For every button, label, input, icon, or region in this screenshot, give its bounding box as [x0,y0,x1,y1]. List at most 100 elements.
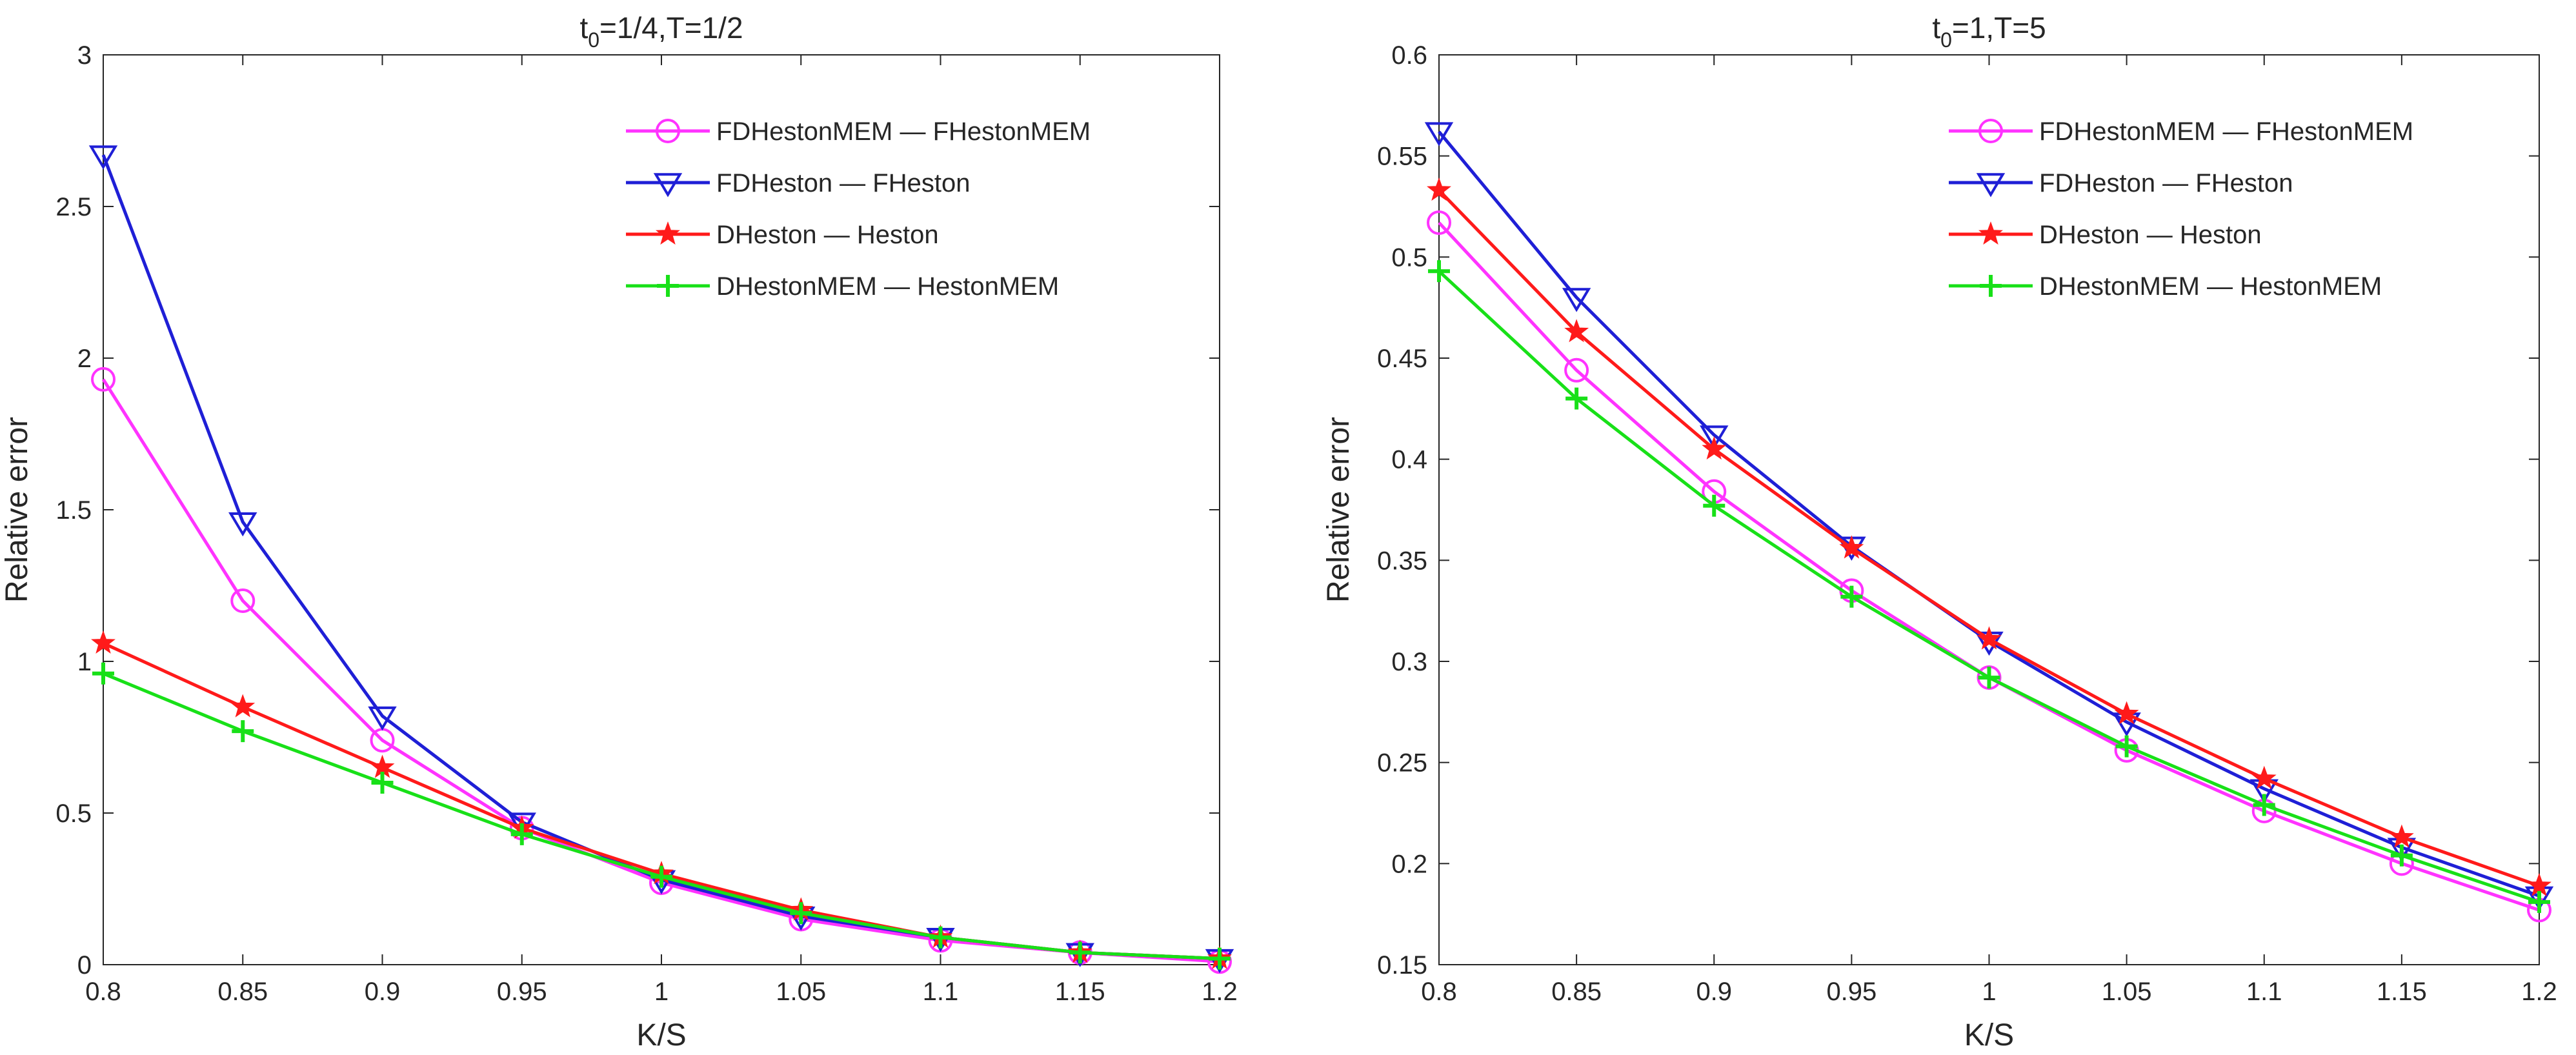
series-4 [92,662,1231,970]
x-tick-label: 0.8 [85,978,121,1006]
data-point [1564,357,1589,383]
data-point [230,588,256,613]
chart-title-base: t [1932,11,1940,45]
legend-item: DHestonMEM — HestonMEM [1949,272,2382,301]
data-point [1069,941,1091,964]
data-point [371,772,394,794]
x-tick-label: 1.2 [1202,978,1238,1006]
legend-marker [656,221,680,245]
x-tick-label: 1.15 [2377,978,2427,1006]
series-3 [1427,177,2551,896]
data-point [2114,701,2139,725]
x-tick-label: 1.1 [923,978,959,1006]
legend-item: DHeston — Heston [626,221,939,249]
legend-label: DHeston — Heston [716,221,939,249]
data-point [1977,626,2002,650]
legend: FDHestonMEM — FHestonMEM FDHeston — FHest… [619,99,1194,342]
legend-marker [656,119,680,143]
data-point [230,694,256,718]
data-point [650,865,672,888]
legend-box [1942,99,2521,342]
data-point [232,720,254,743]
y-tick-label: 0.5 [55,799,92,828]
x-tick-label: 1.1 [2246,978,2282,1006]
data-point [1562,288,1591,312]
data-point [790,902,812,925]
x-axis-label: K/S [1964,1018,2014,1052]
data-point [1840,585,1863,608]
x-tick-label: 0.8 [1421,978,1457,1006]
y-tick-label: 1 [77,648,92,676]
data-point [1702,436,1727,460]
x-tick-label: 0.95 [1826,978,1877,1006]
x-tick-label: 0.85 [217,978,268,1006]
x-tick-label: 1.05 [776,978,826,1006]
legend-item: FDHeston — FHeston [626,169,970,197]
data-point [1839,535,1864,559]
x-tick-label: 1.2 [2521,978,2557,1006]
data-point [92,662,114,685]
legend-label: DHestonMEM — HestonMEM [716,272,1059,301]
x-axis-label: K/S [636,1018,686,1052]
legend-marker [1980,275,2002,297]
legend-marker [657,275,679,297]
data-point [228,512,257,537]
legend-item: DHeston — Heston [1949,221,2262,249]
legend-marker [1978,119,2003,143]
legend-label: DHestonMEM — HestonMEM [2039,272,2382,301]
chart-title-rest: =1/4,T=1/2 [599,11,743,45]
data-point [510,823,533,845]
legend-box [619,99,1194,342]
y-tick-label: 0 [77,951,92,980]
data-point [1428,260,1450,283]
legend-label: DHeston — Heston [2039,221,2262,249]
y-axis-label: Relative error [1322,417,1356,603]
chart-title: t0=1/4,T=1/2 [579,11,743,52]
legend-item: FDHeston — FHeston [1949,169,2293,197]
data-point [1565,387,1588,410]
data-point [929,926,952,949]
chart-title-rest: =1,T=5 [1952,11,2046,45]
y-tick-label: 3 [77,41,92,70]
data-point [2251,765,2277,789]
data-point [91,630,116,654]
x-tick-label: 1.15 [1055,978,1105,1006]
chart-panel-2: 0.8 0.85 0.9 0.95 1 1.05 1.1 1.15 1.2 0.15 0.2 0.25… [1322,11,2557,1052]
chart-title-subscript: 0 [588,28,599,52]
data-point [1978,667,2000,689]
data-point [2253,794,2275,816]
data-point [1700,425,1729,450]
legend-label: FDHestonMEM — FHestonMEM [716,117,1091,146]
data-point [1424,122,1454,146]
data-point [2115,735,2138,758]
data-point [88,145,118,170]
data-point [1564,319,1589,343]
y-tick-label: 0.2 [1391,850,1427,878]
data-point [2527,872,2551,896]
data-point [1427,177,1451,201]
data-point [2389,824,2414,848]
chart-title-base: t [579,11,588,45]
chart-title-subscript: 0 [1940,28,1952,52]
data-point [368,706,397,731]
legend-marker [653,173,683,197]
y-tick-label: 1.5 [55,496,92,525]
x-tick-label: 0.9 [365,978,401,1006]
legend-label: FDHeston — FHeston [2039,169,2293,197]
y-tick-label: 0.5 [1391,243,1427,272]
legend-label: FDHeston — FHeston [716,169,970,197]
legend-item: FDHestonMEM — FHestonMEM [1949,117,2413,146]
data-point [2528,890,2550,913]
y-tick-label: 2 [77,345,92,373]
x-tick-label: 0.9 [1696,978,1732,1006]
y-tick-label: 0.45 [1377,345,1427,373]
y-tick-label: 0.6 [1391,41,1427,70]
legend-label: FDHestonMEM — FHestonMEM [2039,117,2413,146]
data-point [91,367,116,392]
chart-title: t0=1,T=5 [1932,11,2046,52]
data-point [1209,947,1231,970]
legend: FDHestonMEM — FHestonMEM FDHeston — FHest… [1942,99,2521,342]
y-tick-label: 2.5 [55,193,92,221]
legend-item: DHestonMEM — HestonMEM [626,272,1059,301]
